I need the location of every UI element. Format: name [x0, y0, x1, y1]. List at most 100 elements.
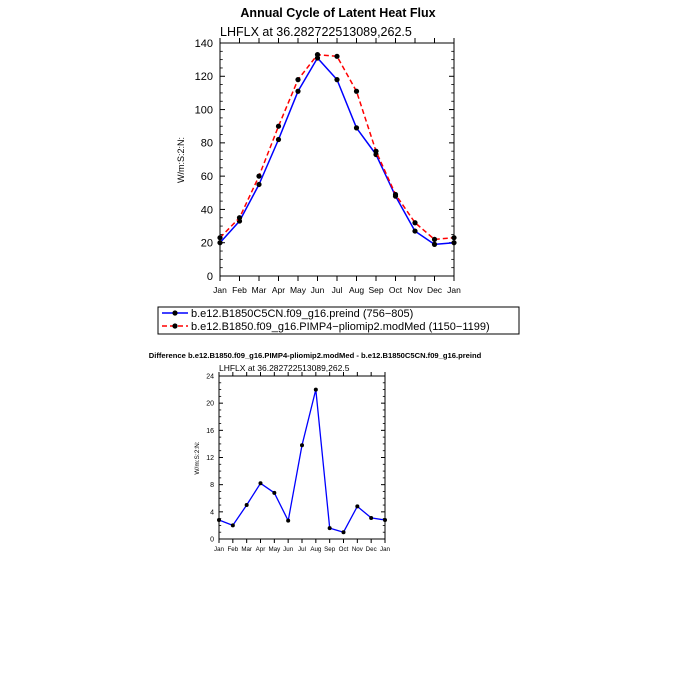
y-tick-label: 0 — [210, 536, 214, 543]
chart2-title: Difference b.e12.B1850.f09_g16.PIMP4-pli… — [149, 351, 482, 360]
x-tick-label: Jan — [447, 285, 461, 295]
legend-label-pliomip: b.e12.B1850.f09_g16.PIMP4−pliomip2.modMe… — [191, 321, 490, 333]
data-point-preind — [431, 241, 438, 247]
x-tick-label: Jun — [283, 546, 294, 553]
y-tick-label: 4 — [210, 509, 214, 516]
chart1-subtitle: LHFLX at 36.282722513089,262.5 — [220, 25, 412, 39]
x-tick-label: May — [268, 546, 281, 553]
data-point-difference — [244, 503, 249, 508]
data-point-pliomip — [256, 173, 262, 179]
data-point-difference — [341, 530, 346, 535]
chart1-ticks — [219, 38, 455, 281]
y-tick-label: 60 — [201, 171, 213, 183]
legend-marker-pliomip — [172, 323, 178, 329]
y-tick-label: 80 — [201, 138, 213, 150]
legend-label-preind: b.e12.B1850C5CN.f09_g16.preind (756−805) — [191, 308, 413, 320]
x-tick-label: Jan — [213, 285, 227, 295]
data-point-preind — [412, 228, 418, 234]
data-point-pliomip — [373, 148, 379, 154]
x-tick-label: Jan — [214, 546, 225, 553]
x-tick-label: Dec — [427, 285, 443, 295]
chart1-series — [217, 52, 457, 247]
x-tick-label: Jul — [298, 546, 306, 553]
data-point-difference — [313, 387, 318, 392]
data-point-difference — [286, 518, 291, 523]
data-point-difference — [217, 517, 221, 522]
data-point-pliomip — [217, 235, 223, 241]
chart1-ylabel: W/m:S:2:N: — [176, 137, 186, 183]
data-point-pliomip — [334, 53, 340, 59]
difference-chart: Difference b.e12.B1850.f09_g16.PIMP4-pli… — [149, 351, 482, 553]
y-tick-label: 0 — [207, 271, 213, 283]
chart1-legend: b.e12.B1850C5CN.f09_g16.preind (756−805)… — [157, 306, 520, 335]
x-tick-label: Jun — [311, 285, 325, 295]
data-point-preind — [353, 125, 360, 131]
x-tick-label: Jan — [380, 546, 391, 553]
x-tick-label: Apr — [272, 285, 285, 295]
y-tick-label: 120 — [195, 71, 213, 83]
chart1-title: Annual Cycle of Latent Heat Flux — [240, 6, 435, 20]
legend-box — [157, 306, 520, 335]
data-point-difference — [327, 526, 332, 531]
y-tick-label: 100 — [195, 104, 213, 116]
data-point-pliomip — [392, 191, 399, 198]
y-tick-label: 24 — [206, 373, 214, 380]
chart2-series — [217, 387, 387, 535]
annual-cycle-chart: Annual Cycle of Latent Heat Flux LHFLX a… — [157, 6, 520, 335]
data-point-preind — [295, 88, 301, 94]
chart1-y-tick-labels: 0 20 40 60 80 100 120 140 — [195, 38, 213, 283]
data-point-difference — [258, 481, 263, 486]
legend-marker-preind — [172, 310, 178, 316]
x-tick-label: Feb — [227, 546, 238, 553]
chart2-y-tick-labels: 0 4 8 12 16 20 24 — [206, 373, 214, 543]
chart2-x-tick-labels: Jan Feb Mar Apr May Jun Jul Aug Sep Oct Nov Dec Jan — [214, 546, 391, 553]
data-point-pliomip — [353, 88, 360, 94]
x-tick-label: Jul — [332, 285, 343, 295]
data-point-difference — [383, 517, 387, 522]
data-point-difference — [300, 443, 304, 448]
data-point-difference — [369, 515, 374, 520]
x-tick-label: Feb — [232, 285, 247, 295]
x-tick-label: Dec — [366, 546, 377, 553]
x-tick-label: Sep — [324, 546, 336, 553]
x-tick-label: Mar — [252, 285, 267, 295]
data-point-pliomip — [451, 235, 457, 241]
data-point-difference — [272, 490, 277, 495]
data-point-pliomip — [412, 220, 418, 226]
x-tick-label: May — [290, 285, 307, 295]
y-tick-label: 8 — [210, 482, 214, 489]
chart2-subtitle: LHFLX at 36.282722513089,262.5 — [219, 363, 350, 373]
y-tick-label: 140 — [195, 38, 213, 50]
data-point-preind — [275, 136, 282, 143]
x-tick-label: Aug — [310, 546, 322, 553]
data-point-preind — [217, 240, 223, 246]
x-tick-label: Sep — [368, 285, 383, 295]
data-point-pliomip — [314, 52, 321, 58]
y-tick-label: 20 — [201, 238, 213, 250]
chart2-plot-frame — [218, 375, 386, 540]
x-tick-label: Mar — [241, 546, 252, 553]
y-tick-label: 12 — [206, 455, 214, 462]
y-tick-label: 20 — [206, 401, 214, 408]
y-tick-label: 16 — [206, 428, 214, 435]
series-line-pliomip — [219, 53, 455, 241]
data-point-pliomip — [431, 236, 438, 242]
data-point-pliomip — [236, 215, 243, 221]
x-tick-label: Nov — [352, 546, 364, 553]
data-point-preind — [451, 240, 457, 246]
data-point-pliomip — [275, 123, 282, 129]
x-tick-label: Nov — [407, 285, 423, 295]
data-point-preind — [334, 77, 340, 83]
x-tick-label: Aug — [349, 285, 364, 295]
series-line-difference — [218, 388, 386, 533]
x-tick-label: Oct — [339, 546, 349, 553]
chart1-x-tick-labels: Jan Feb Mar Apr May Jun Jul Aug Sep Oct Nov Dec Jan — [213, 285, 461, 295]
y-tick-label: 40 — [201, 204, 213, 216]
series-line-preind — [219, 57, 455, 246]
chart2-ylabel: W/m:S:2:N: — [194, 441, 201, 474]
data-point-preind — [256, 181, 262, 188]
x-tick-label: Oct — [389, 285, 403, 295]
data-point-pliomip — [295, 77, 301, 83]
data-point-difference — [355, 504, 360, 509]
